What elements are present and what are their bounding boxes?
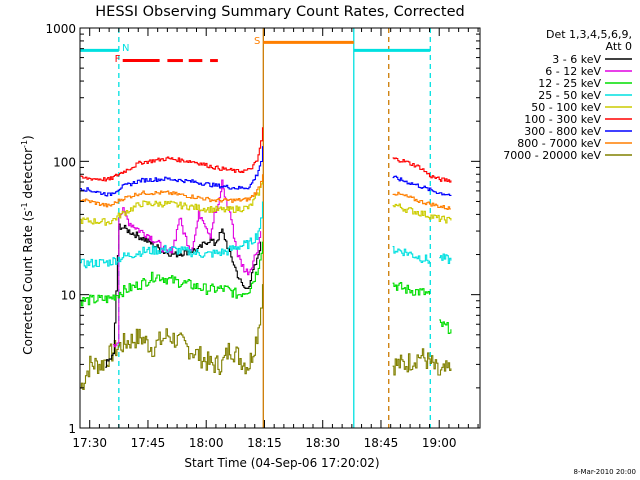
series-25-50-kev bbox=[80, 201, 452, 269]
series-segment-6-0 bbox=[80, 174, 264, 208]
x-tick-label: 17:30 bbox=[72, 436, 107, 450]
y-tick-label: 100 bbox=[53, 155, 76, 169]
series-segment-8-1 bbox=[392, 157, 452, 183]
series-800-7000-kev bbox=[80, 174, 451, 210]
flare-flag-label: F bbox=[115, 54, 121, 65]
legend-header-attenuator: Att 0 bbox=[606, 40, 632, 53]
series-segment-1-0 bbox=[105, 223, 262, 368]
chart-title: HESSI Observing Summary Count Rates, Cor… bbox=[95, 4, 464, 20]
x-tick-label: 18:30 bbox=[305, 436, 340, 450]
plot-frame bbox=[79, 27, 481, 429]
legend-label: 12 - 25 keV bbox=[538, 77, 601, 90]
series-segment-7-1 bbox=[392, 175, 452, 196]
series-segment-4-0 bbox=[80, 201, 264, 269]
series-segment-8-0 bbox=[80, 127, 264, 182]
legend-label: 3 - 6 keV bbox=[552, 53, 601, 66]
plot-area: NF S 1 10 100 1000 17:30 17:45 18:00 18:15 18:30 18… bbox=[45, 22, 481, 450]
series-segment-0-1 bbox=[392, 348, 452, 376]
x-axis-label: Start Time (04-Sep-06 17:20:02) bbox=[184, 456, 379, 470]
series-50-100-kev bbox=[80, 182, 452, 226]
saa-flag-label: S bbox=[254, 36, 260, 47]
legend-label: 25 - 50 keV bbox=[538, 89, 601, 102]
series-12-25-kev bbox=[80, 241, 452, 334]
series-segment-5-1 bbox=[392, 203, 452, 224]
series-segment-5-0 bbox=[80, 182, 264, 226]
series-segment-3-0 bbox=[80, 241, 264, 307]
y-axis-label: Corrected Count Rate (s-1 detector-1) bbox=[20, 135, 35, 354]
y-tick-label: 10 bbox=[61, 289, 76, 303]
y-tick-label: 1 bbox=[68, 422, 76, 436]
series-segment-6-1 bbox=[392, 191, 451, 210]
legend-label: 7000 - 20000 keV bbox=[503, 149, 601, 162]
legend-label: 300 - 800 keV bbox=[524, 125, 601, 138]
series-segment-4-1 bbox=[392, 246, 431, 264]
series-segment-7-0 bbox=[80, 146, 264, 197]
y-tick-label: 1000 bbox=[45, 22, 76, 36]
night-flag-label: N bbox=[122, 43, 129, 54]
series-3-6-kev bbox=[105, 223, 262, 368]
legend-header-detectors: Det 1,3,4,5,6,9, bbox=[546, 28, 632, 41]
series-100-300-kev bbox=[80, 127, 452, 183]
series-segment-0-0 bbox=[80, 284, 264, 390]
legend-label: 100 - 300 keV bbox=[524, 113, 601, 126]
series-segment-4-2 bbox=[439, 253, 452, 265]
legend-label: 800 - 7000 keV bbox=[517, 137, 601, 150]
x-tick-label: 19:00 bbox=[422, 436, 457, 450]
series-segment-3-1 bbox=[392, 282, 431, 296]
legend-label: 50 - 100 keV bbox=[531, 101, 601, 114]
x-tick-label: 17:45 bbox=[131, 436, 166, 450]
series-300-800-kev bbox=[80, 146, 452, 197]
series-7000-20000-kev bbox=[80, 284, 452, 390]
series-segment-3-2 bbox=[439, 319, 452, 334]
footer-timestamp: 8-Mar-2010 20:00 bbox=[574, 468, 636, 476]
x-tick-label: 18:45 bbox=[364, 436, 399, 450]
x-tick-label: 18:15 bbox=[247, 436, 282, 450]
legend-label: 6 - 12 keV bbox=[545, 65, 601, 78]
x-tick-label: 18:00 bbox=[189, 436, 224, 450]
